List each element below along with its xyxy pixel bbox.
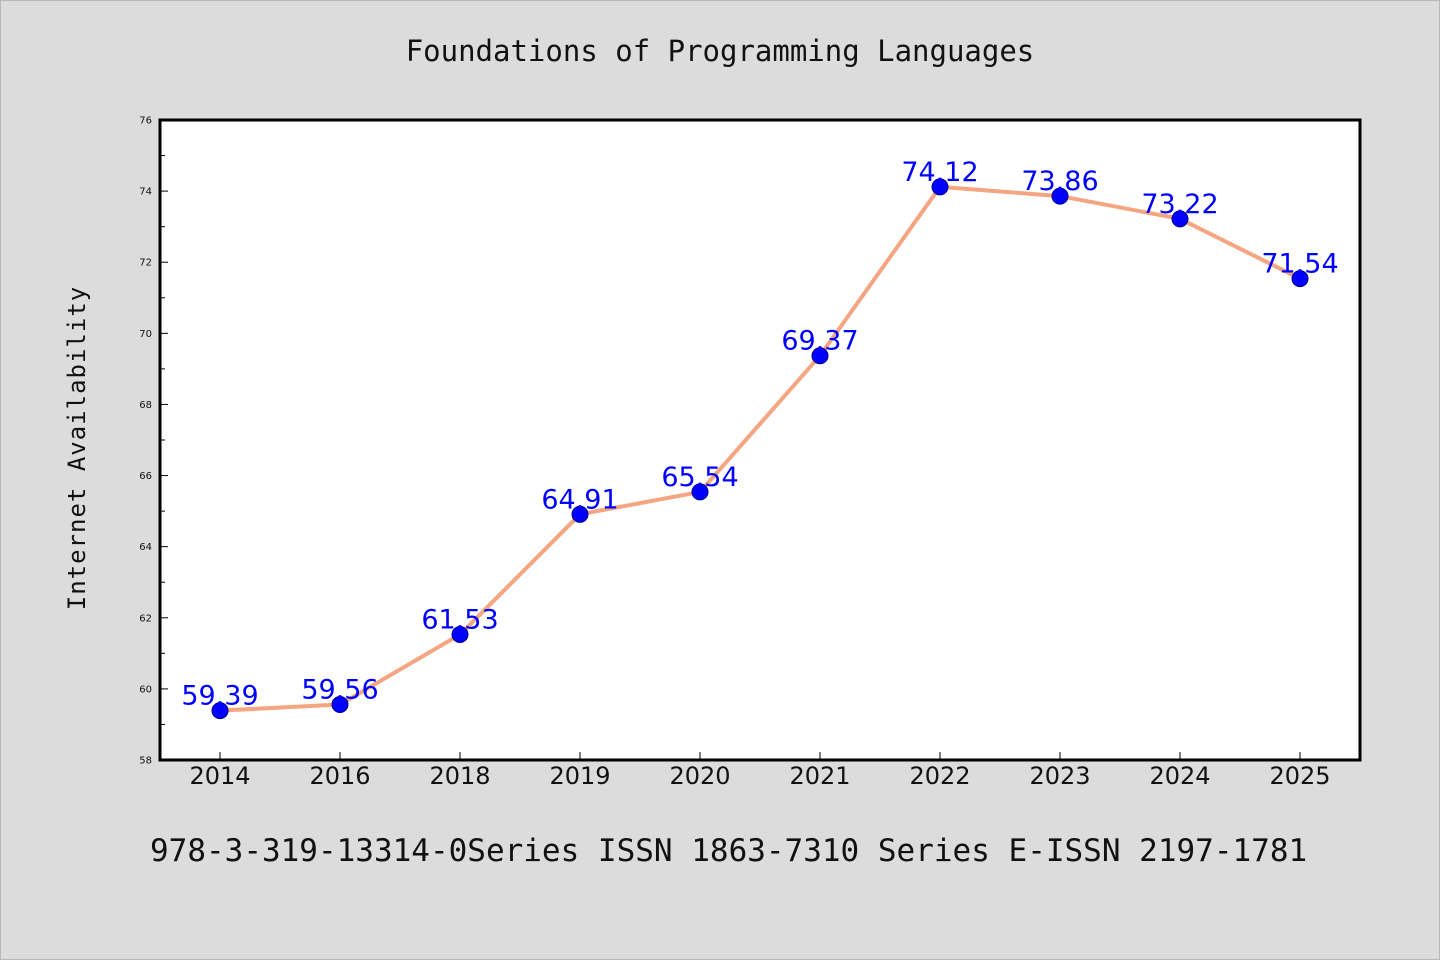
data-label: 73.22 [1141, 189, 1218, 220]
data-point [1051, 187, 1069, 205]
y-tick-label: 76 [139, 116, 152, 127]
y-axis-label: Internet Availability [63, 286, 91, 610]
data-label: 71.54 [1261, 249, 1338, 280]
data-markers [211, 178, 1309, 720]
data-point [931, 178, 949, 196]
data-point [211, 702, 229, 720]
y-tick-label: 62 [139, 613, 152, 624]
x-tick-label: 2016 [309, 762, 370, 790]
y-tick-label: 74 [139, 187, 152, 198]
data-point [811, 347, 829, 365]
plot-area [160, 120, 1360, 760]
data-point [1291, 270, 1309, 288]
chart-title: Foundations of Programming Languages [405, 34, 1035, 68]
y-tick-label: 66 [139, 471, 152, 482]
x-tick-label: 2021 [789, 762, 850, 790]
x-tick-label: 2023 [1029, 762, 1090, 790]
footer-isbn-issn: 978-3-319-13314-0Series ISSN 1863-7310 S… [150, 833, 1308, 869]
data-label: 74.12 [901, 157, 978, 188]
data-point [451, 625, 469, 643]
data-label: 64.91 [541, 484, 618, 515]
data-point [571, 505, 589, 523]
data-point [1171, 210, 1189, 228]
x-tick-label: 2019 [549, 762, 610, 790]
data-label: 59.39 [181, 681, 258, 712]
x-tick-label: 2024 [1149, 762, 1210, 790]
x-tick-label: 2020 [669, 762, 730, 790]
data-point [691, 483, 709, 501]
y-tick-label: 60 [139, 684, 152, 695]
x-tick-label: 2022 [909, 762, 970, 790]
x-tick-label: 2025 [1269, 762, 1330, 790]
plot-border [158, 118, 1362, 762]
y-tick-label: 58 [139, 756, 152, 767]
data-labels: 59.39 59.56 61.53 64.91 65.54 69.37 74.12 73.86… [181, 157, 1338, 712]
y-tick-label: 70 [139, 329, 152, 340]
y-tick-label: 68 [139, 400, 152, 411]
data-label: 65.54 [661, 462, 738, 493]
data-point [331, 696, 349, 714]
data-label: 59.56 [301, 675, 378, 706]
data-label: 61.53 [421, 604, 498, 635]
series-line [218, 184, 1302, 713]
data-label: 73.86 [1021, 166, 1098, 197]
x-tick-label: 2018 [429, 762, 490, 790]
y-tick-label: 64 [139, 542, 152, 553]
y-tick-label: 72 [139, 258, 152, 269]
x-axis-ticks: 2014 2016 2018 2019 2020 2021 2022 2023 2024 2025 [189, 752, 1331, 790]
x-tick-label: 2014 [189, 762, 250, 790]
data-label: 69.37 [781, 326, 858, 357]
